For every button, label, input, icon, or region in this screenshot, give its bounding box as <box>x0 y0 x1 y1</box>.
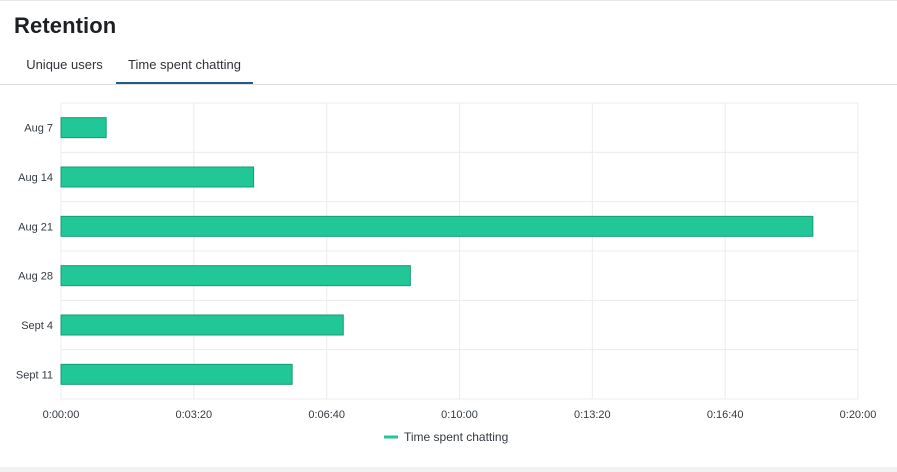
bar <box>60 117 107 139</box>
bar <box>60 215 814 237</box>
tab-unique-users[interactable]: Unique users <box>26 57 103 72</box>
bar <box>60 363 293 385</box>
x-tick-label: 0:00:00 <box>43 409 80 421</box>
chart-svg: Aug 7 Aug 14 Aug 21 Aug 28 Sept 4 Sept 11 0:00… <box>16 102 877 444</box>
y-tick-label: Sept 4 <box>21 320 53 332</box>
y-tick-label: Aug 14 <box>18 172 53 184</box>
tab-time-spent-chatting[interactable]: Time spent chatting <box>116 46 253 84</box>
bar <box>60 314 344 336</box>
x-tick-label: 0:13:20 <box>574 409 611 421</box>
tab-bar: Unique users Time spent chatting <box>0 46 897 85</box>
bar <box>60 265 411 287</box>
y-tick-label: Sept 11 <box>16 369 53 381</box>
y-tick-label: Aug 21 <box>18 221 53 233</box>
x-tick-label: 0:06:40 <box>308 409 345 421</box>
x-tick-label: 0:10:00 <box>441 409 478 421</box>
x-tick-label: 0:20:00 <box>840 409 877 421</box>
legend-label: Time spent chatting <box>404 430 508 444</box>
page-title: Retention <box>14 13 117 38</box>
x-tick-label: 0:03:20 <box>175 409 212 421</box>
y-tick-label: Aug 28 <box>18 271 53 283</box>
retention-bar-chart: Aug 7 Aug 14 Aug 21 Aug 28 Sept 4 Sept 11 0:00… <box>0 91 897 461</box>
legend-swatch <box>384 435 398 439</box>
bar <box>60 166 255 188</box>
x-tick-label: 0:16:40 <box>707 409 744 421</box>
y-tick-label: Aug 7 <box>24 123 53 135</box>
